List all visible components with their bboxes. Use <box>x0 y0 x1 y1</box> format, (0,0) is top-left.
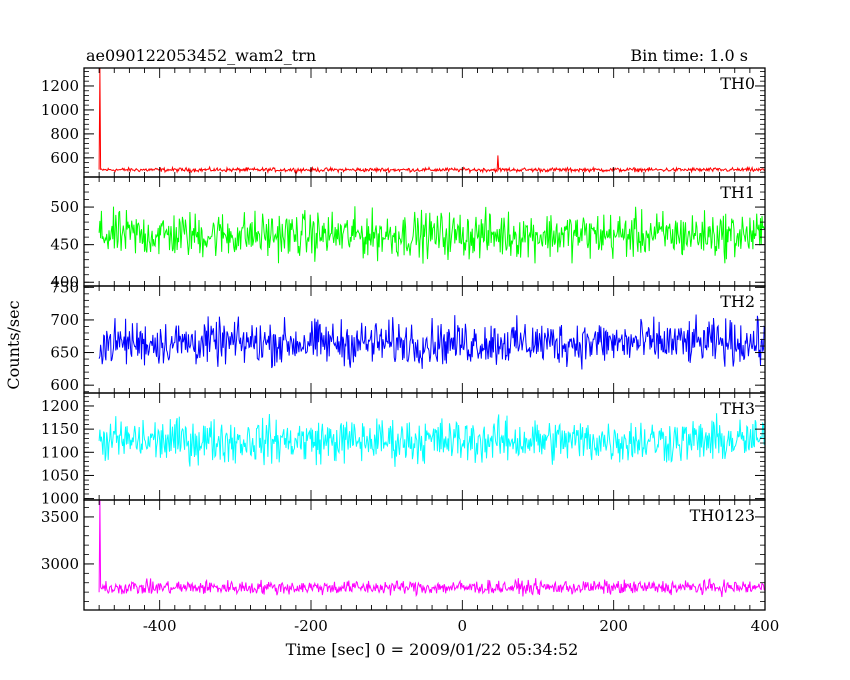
series-th3-line <box>98 413 766 467</box>
panel-th3: 1000 1050 1100 1150 1200 TH3 <box>41 392 766 508</box>
y-tick-label: 750 <box>50 278 79 296</box>
panel-label: TH2 <box>720 292 755 311</box>
x-axis-label: Time [sec] 0 = 2009/01/22 05:34:52 <box>286 640 579 659</box>
panel-th0123: 3000 3500 TH0123 <box>41 499 766 611</box>
chart-title: ae090122053452_wam2_trn <box>86 46 316 65</box>
y-axis-label: Counts/sec <box>4 300 23 389</box>
y-tick-label: 3000 <box>41 555 79 573</box>
y-tick-label: 1050 <box>41 466 79 484</box>
panel-label: TH0123 <box>690 506 755 525</box>
y-tick-label: 1150 <box>41 420 79 438</box>
panel-frame <box>83 67 766 178</box>
y-tick-label: 450 <box>50 236 79 254</box>
bin-time-label: Bin time: 1.0 s <box>630 46 748 65</box>
series-th1-line <box>98 206 766 264</box>
x-tick-label: -200 <box>294 617 328 635</box>
y-tick-label: 1200 <box>41 77 79 95</box>
y-tick-label: 500 <box>50 198 79 216</box>
x-tick-label: 0 <box>458 617 468 635</box>
x-tick-label: -400 <box>143 617 177 635</box>
y-tick-label: 1000 <box>41 490 79 508</box>
y-tick-label: 650 <box>50 344 79 362</box>
y-tick-label: 1200 <box>41 397 79 415</box>
y-tick-label: 800 <box>50 125 79 143</box>
panel-frame <box>83 499 766 611</box>
series-th2-line <box>98 314 766 370</box>
x-tick-label: 400 <box>751 617 780 635</box>
panel-label: TH0 <box>720 74 755 93</box>
series-th0-line <box>98 67 766 175</box>
x-axis: -400 -200 0 200 400 <box>143 617 780 635</box>
x-tick-label: 200 <box>599 617 628 635</box>
panel-th2: 600 650 700 750 TH2 <box>50 278 766 394</box>
panel-label: TH3 <box>720 399 755 418</box>
y-tick-label: 600 <box>50 376 79 394</box>
series-th0123-line <box>98 499 766 598</box>
y-tick-label: 1100 <box>41 443 79 461</box>
panel-label: TH1 <box>720 183 755 202</box>
y-tick-label: 700 <box>50 311 79 329</box>
panel-th0: 600 800 1000 1200 TH0 <box>41 67 766 178</box>
panels: 600 800 1000 1200 TH0 400 450 500 TH1 600 650 700 75… <box>41 67 766 611</box>
y-tick-label: 600 <box>50 149 79 167</box>
y-tick-label: 400 <box>50 273 79 291</box>
y-tick-label: 3500 <box>41 508 79 526</box>
panel-th1: 400 450 500 TH1 <box>50 176 766 291</box>
y-tick-label: 1000 <box>41 101 79 119</box>
